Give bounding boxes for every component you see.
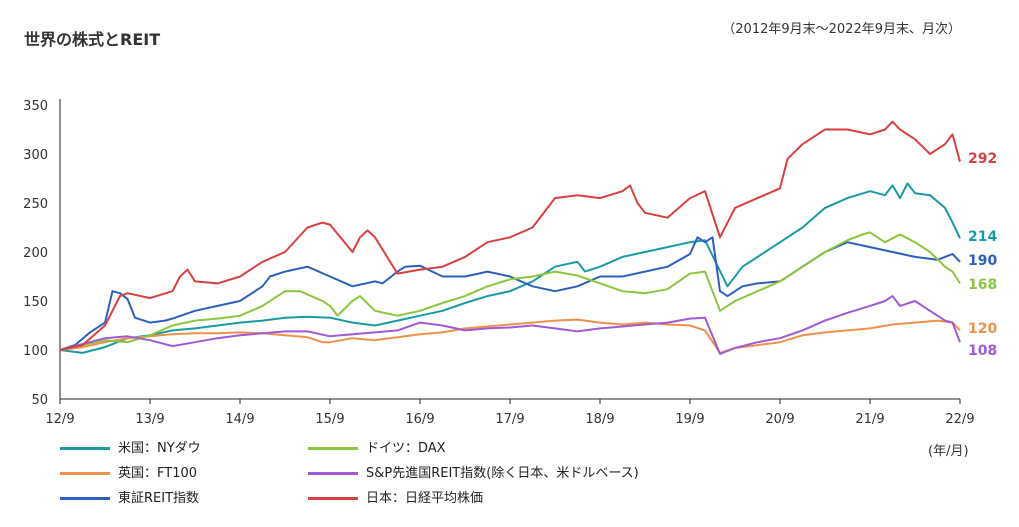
series-end-label: 292 (968, 151, 997, 167)
legend-label: 米国：NYダウ (118, 441, 201, 456)
series-end-label: 190 (968, 253, 997, 269)
x-tick-label: 19/9 (675, 412, 704, 427)
series-end-label: 168 (968, 277, 997, 293)
x-tick-label: 18/9 (585, 412, 614, 427)
y-tick-label: 50 (31, 393, 48, 408)
y-tick-label: 100 (23, 344, 48, 359)
series-line-3 (59, 231, 961, 351)
legend-swatch (308, 497, 358, 500)
period-note: （2012年9月末～2022年9月末、月次） (722, 22, 961, 37)
y-tick-labels: 50 100 150 200 250 300 350 (23, 99, 48, 408)
legend-item: 英国：FT100 (60, 462, 197, 481)
x-tick-labels: 12/9 13/9 14/9 15/9 16/9 17/9 18/9 19/9 20/9 21/9… (45, 412, 974, 427)
x-unit-label: (年/月) (928, 444, 969, 459)
series-line-4 (59, 295, 961, 355)
x-tick-label: 15/9 (315, 412, 344, 427)
series-end-label: 120 (968, 321, 997, 337)
y-tick-label: 350 (23, 99, 48, 114)
y-tick-label: 250 (23, 197, 48, 212)
series-line-5 (59, 120, 961, 351)
legend-item: 米国：NYダウ (60, 437, 201, 456)
x-tick-label: 21/9 (855, 412, 884, 427)
line-chart: 50 100 150 200 250 300 350 12/9 13/9 14/9 15/9 16/… (23, 99, 997, 427)
legend-label: 英国：FT100 (118, 466, 198, 481)
legend-swatch (60, 497, 110, 500)
x-tick-label: 14/9 (225, 412, 254, 427)
y-tick-label: 200 (23, 246, 48, 261)
x-tick-label: 17/9 (495, 412, 524, 427)
legend-swatch (60, 447, 110, 450)
legend-label: S&P先進国REIT指数(除く日本、米ドルベース) (366, 466, 639, 481)
chart-title: 世界の株式とREIT (24, 30, 161, 49)
x-tick-label: 22/9 (945, 412, 974, 427)
legend-item: S&P先進国REIT指数(除く日本、米ドルベース) (308, 462, 639, 481)
series-line-1 (59, 318, 961, 354)
x-tick-label: 13/9 (135, 412, 164, 427)
legend-label: 東証REIT指数 (118, 491, 200, 506)
legend-swatch (308, 447, 358, 450)
legend-item: 日本：日経平均株価 (308, 487, 483, 506)
legend-swatch (308, 472, 358, 475)
y-tick-label: 150 (23, 295, 48, 310)
series-end-label: 214 (968, 229, 997, 245)
y-tick-label: 300 (23, 148, 48, 163)
legend-label: ドイツ：DAX (366, 441, 446, 456)
legend-item: ドイツ：DAX (308, 437, 446, 456)
series-end-label: 108 (968, 343, 997, 359)
legend-swatch (60, 472, 110, 475)
x-tick-label: 16/9 (405, 412, 434, 427)
x-tick-label: 12/9 (45, 412, 74, 427)
legend-item: 東証REIT指数 (60, 487, 199, 506)
legend-label: 日本：日経平均株価 (366, 491, 484, 506)
series-lines (59, 120, 961, 355)
series-end-labels: 214 120 190 168 108 292 (968, 151, 997, 359)
series-line-0 (59, 182, 961, 354)
x-tick-label: 20/9 (765, 412, 794, 427)
